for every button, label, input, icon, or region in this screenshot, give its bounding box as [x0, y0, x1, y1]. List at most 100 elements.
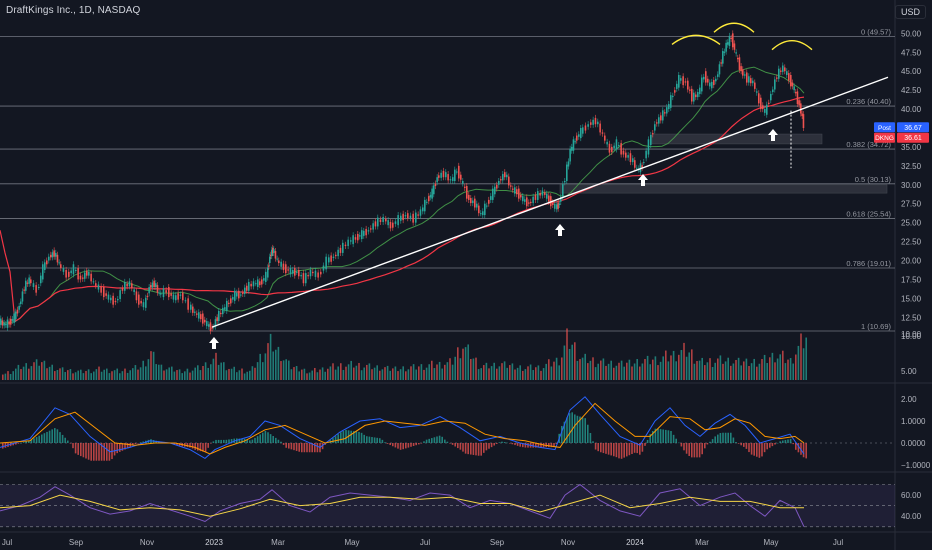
price-tag-value: 36.67 [904, 125, 922, 132]
volume-tick-label: 5.00 [901, 367, 917, 376]
volume-bar [197, 365, 199, 380]
macd-histogram-bar [371, 437, 373, 443]
candle-body [350, 240, 352, 242]
candle-body [153, 280, 155, 287]
macd-histogram-bar [774, 443, 776, 445]
candle-body [3, 322, 5, 326]
volume-bar [230, 368, 233, 380]
volume-bar [251, 366, 254, 380]
candle-body [8, 321, 10, 325]
symbol-title[interactable]: DraftKings Inc., 1D, NASDAQ [6, 5, 141, 16]
macd-histogram-bar [735, 442, 737, 443]
candle-body [155, 283, 157, 287]
candle-body [778, 68, 780, 79]
volume-bar [12, 371, 14, 380]
candle-body [666, 107, 668, 114]
candle-body [402, 213, 404, 221]
candle-body [639, 163, 642, 173]
macd-histogram-bar [522, 443, 524, 448]
volume-bar [763, 354, 766, 380]
volume-bar [33, 362, 35, 380]
volume-bar [85, 370, 87, 380]
macd-histogram-bar [282, 443, 285, 445]
price-tick-label: 47.50 [901, 48, 922, 57]
volume-bar [210, 364, 212, 380]
time-tick-label: 2024 [626, 538, 644, 547]
price-tag-label: Post [878, 125, 891, 132]
volume-bar [254, 367, 256, 380]
volume-bar [386, 365, 389, 380]
candle-body [354, 237, 357, 240]
candle-body [213, 326, 215, 328]
price-tick-label: 32.50 [901, 162, 922, 171]
candle-body [314, 270, 317, 277]
volume-bar [683, 342, 685, 380]
candle-body [784, 67, 786, 72]
volume-bar [314, 367, 316, 380]
macd-histogram-bar [241, 438, 243, 443]
volume-bar [766, 363, 768, 380]
volume-bar [30, 366, 33, 380]
price-tag-value-box [897, 132, 929, 143]
candle-body [60, 264, 62, 269]
volume-bar [613, 367, 615, 380]
volume-bar [272, 351, 274, 380]
volume-bar [571, 344, 573, 380]
candle-body [361, 230, 363, 240]
volume-bar [171, 366, 173, 380]
candle-body [732, 33, 734, 48]
volume-bar [347, 364, 350, 380]
candle-body [121, 288, 124, 291]
volume-bar [90, 373, 92, 380]
candle-body [502, 174, 504, 181]
macd-histogram-bar [550, 443, 553, 448]
macd-histogram-bar [493, 443, 495, 446]
volume-bar [743, 361, 745, 380]
volume-bar [657, 365, 659, 380]
candle-body [92, 281, 95, 283]
candle-body [576, 135, 578, 141]
fib-level-label: 0.5 (30.13) [855, 175, 892, 184]
time-tick-label: Jul [2, 538, 12, 547]
candle-body [752, 80, 754, 84]
candle-body [208, 324, 210, 327]
volume-bar [410, 366, 412, 380]
up-arrow-icon [555, 224, 565, 236]
candle-body [422, 207, 424, 212]
volume-bar [259, 353, 261, 380]
macd-histogram-bar [462, 443, 464, 452]
macd-histogram-bar [314, 443, 316, 453]
candle-body [658, 117, 660, 124]
volume-bar [698, 360, 701, 380]
volume-bar [178, 369, 181, 380]
candle-body [618, 145, 620, 147]
candle-body [800, 103, 802, 114]
candle-body [0, 318, 2, 325]
candle-body [528, 202, 530, 204]
candle-body [537, 191, 539, 200]
volume-bar [597, 363, 599, 380]
macd-histogram-bar [722, 432, 724, 443]
candle-body [385, 218, 387, 222]
macd-histogram-bar [709, 441, 711, 443]
candle-body [206, 321, 208, 327]
candle-body [796, 91, 799, 105]
volume-bar [594, 367, 597, 380]
macd-histogram-bar [228, 439, 230, 443]
volume-bar [589, 360, 592, 380]
macd-histogram-bar [397, 443, 399, 449]
candle-body [735, 52, 737, 54]
volume-bar [727, 357, 729, 380]
candle-body [226, 300, 228, 311]
time-tick-label: Nov [140, 538, 154, 547]
candle-body [512, 188, 514, 190]
candle-body [156, 285, 159, 293]
macd-histogram-bar [137, 443, 139, 444]
volume-bar [566, 328, 568, 380]
candle-body [238, 290, 240, 299]
candle-body [592, 119, 594, 125]
volume-bar [444, 364, 446, 380]
candle-body [720, 62, 722, 64]
volume-bar [163, 370, 165, 380]
